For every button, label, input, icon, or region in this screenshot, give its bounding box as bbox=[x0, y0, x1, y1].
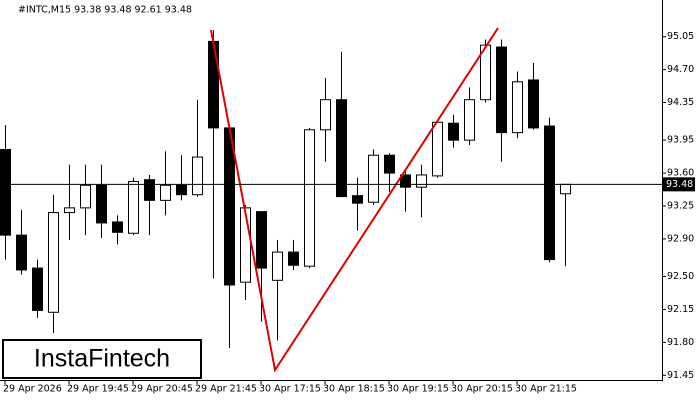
pattern-line bbox=[210, 27, 499, 373]
current-price-label: 93.48 bbox=[666, 179, 693, 190]
candle-body bbox=[272, 251, 283, 281]
candle-body bbox=[176, 184, 187, 196]
y-tick-label: 94.35 bbox=[667, 97, 694, 108]
logo-box bbox=[2, 339, 202, 379]
candle-body bbox=[336, 99, 347, 198]
x-tick-label: 30 Apr 18:15 bbox=[323, 384, 385, 395]
candle-body bbox=[544, 125, 555, 261]
y-tick-label: 93.95 bbox=[667, 135, 694, 146]
current-price-box bbox=[663, 177, 695, 192]
candle-body bbox=[528, 79, 539, 129]
candle-body bbox=[368, 154, 379, 203]
y-tick-label: 93.25 bbox=[667, 200, 694, 211]
candle-body bbox=[0, 149, 11, 236]
candle-body bbox=[160, 184, 171, 201]
candle-body bbox=[256, 211, 267, 269]
x-tick-label: 29 Apr 19:45 bbox=[67, 384, 129, 395]
candle-body bbox=[304, 129, 315, 267]
candle-body bbox=[128, 181, 139, 234]
y-tick-label: 91.80 bbox=[667, 337, 694, 348]
candle-body bbox=[432, 121, 443, 177]
plot-area bbox=[0, 30, 571, 349]
candle-body bbox=[384, 154, 395, 174]
candle-body bbox=[496, 46, 507, 134]
x-tick-label: 29 Apr 21:45 bbox=[195, 384, 257, 395]
candle-body bbox=[64, 207, 75, 214]
candle-body bbox=[80, 184, 91, 209]
candle-body bbox=[560, 183, 571, 195]
y-tick-label: 91.45 bbox=[667, 370, 694, 381]
logo: InstaFintech bbox=[34, 345, 170, 373]
y-tick-label: 94.70 bbox=[667, 64, 694, 75]
y-tick-label: 95.05 bbox=[667, 31, 694, 42]
candle-body bbox=[480, 44, 491, 101]
x-tick-label: 30 Apr 17:15 bbox=[259, 384, 321, 395]
candle-body bbox=[208, 40, 219, 129]
candle-body bbox=[416, 174, 427, 188]
candle-body bbox=[400, 174, 411, 188]
candle-body bbox=[16, 234, 27, 271]
candle-body bbox=[448, 122, 459, 141]
candle-body bbox=[288, 251, 299, 266]
x-tick-label: 29 Apr 20:45 bbox=[131, 384, 193, 395]
candle-body bbox=[240, 207, 251, 283]
y-tick-label: 92.15 bbox=[667, 304, 694, 315]
x-tick-label: 30 Apr 20:15 bbox=[451, 384, 513, 395]
candle-body bbox=[464, 99, 475, 141]
candle-body bbox=[352, 195, 363, 204]
x-tick-label: 29 Apr 2026 bbox=[3, 384, 62, 395]
candle-body bbox=[48, 212, 59, 313]
chart-title: #INTC,M15 93.38 93.48 92.61 93.48 bbox=[18, 5, 192, 16]
candle-body bbox=[320, 99, 331, 131]
y-tick-label: 92.50 bbox=[667, 271, 694, 282]
y-tick-label: 93.60 bbox=[667, 168, 694, 179]
candle-body bbox=[512, 81, 523, 134]
y-tick-label: 92.90 bbox=[667, 233, 694, 244]
candle-body bbox=[96, 184, 107, 224]
candle-body bbox=[144, 179, 155, 201]
x-tick-label: 30 Apr 21:15 bbox=[515, 384, 577, 395]
candle-body bbox=[112, 221, 123, 233]
candle-body bbox=[32, 267, 43, 311]
x-tick-label: 30 Apr 19:15 bbox=[387, 384, 449, 395]
candle-body bbox=[192, 156, 203, 196]
